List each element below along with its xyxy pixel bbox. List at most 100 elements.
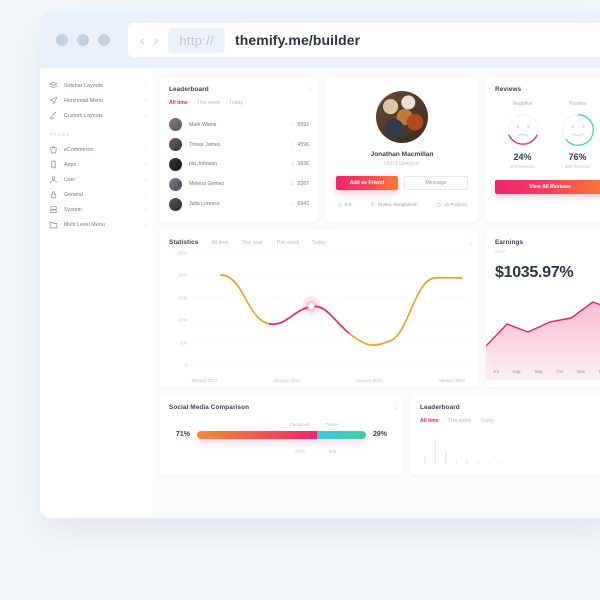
chevron-right-icon: ›	[144, 206, 146, 213]
sidebar-item-custom-layouts[interactable]: Custom Layouts ›	[40, 108, 153, 123]
message-button[interactable]: Message	[404, 176, 468, 190]
y-tick: 2000	[177, 272, 187, 278]
sidebar-item-label: General	[64, 191, 84, 198]
earnings-year: 2017	[495, 248, 506, 254]
tab-today[interactable]: Today	[480, 417, 494, 424]
folder-icon	[49, 220, 58, 229]
statistics-plot	[189, 252, 469, 369]
x-tick: Aug	[512, 368, 521, 374]
statistics-card: Statistics All time This year This week …	[160, 229, 478, 387]
statistics-menu-icon[interactable]	[469, 237, 471, 246]
earnings-month-labels: Jul Aug Sep Oct Nov Dec	[486, 369, 600, 374]
arrow-down-icon: ↓	[290, 181, 294, 188]
tab-all-time[interactable]: All time	[169, 100, 188, 106]
reviews-title: Reviews	[495, 86, 522, 93]
social-menu-icon[interactable]	[394, 402, 396, 411]
sidebar-item-label: System	[64, 206, 82, 213]
back-arrow-icon[interactable]: ‹	[140, 32, 145, 48]
sidebar-item-system[interactable]: System ›	[40, 202, 153, 217]
content-row-3: Social Media Comparison 71% Facebook Twi…	[160, 394, 600, 475]
sidebar-item-horizontal-menu[interactable]: Horizontal Menu ›	[40, 93, 153, 108]
view-all-reviews-button[interactable]: View All Reviews	[495, 180, 600, 194]
y-tick: 1500	[177, 295, 187, 301]
social-right-percent: 29%	[372, 431, 387, 439]
social-left-percent: 71%	[176, 431, 191, 439]
leaderboard-name: piq Johnson	[189, 161, 217, 168]
user-icon	[49, 175, 58, 184]
nav-arrows: ‹ ›	[140, 33, 158, 47]
earnings-title: Earnings	[495, 238, 524, 246]
tab-this-week[interactable]: This week	[447, 417, 472, 424]
happy-face-icon	[560, 112, 596, 148]
leaderboard-value-group: ↓ 1536	[291, 161, 309, 167]
leaderboard-tabs: All time This week Today	[169, 100, 309, 106]
sidebar-item-user[interactable]: User ›	[40, 172, 153, 187]
avatar	[376, 91, 428, 143]
chevron-right-icon: ›	[144, 97, 146, 104]
profile-card: Jonathan Macmillan UI/UX Designer Add as…	[326, 77, 478, 222]
list-item[interactable]: Trovar James ↑ 4596	[169, 135, 309, 155]
bar	[445, 451, 447, 464]
list-item[interactable]: Julia Lorence ↑ 6942	[169, 194, 309, 214]
leaderboard-value: 6592	[297, 121, 309, 128]
leaderboard-bottom-title: Leaderboard	[420, 403, 460, 411]
leaderboard-name: Julia Lorence	[189, 201, 220, 208]
tab-this-week[interactable]: This week	[196, 100, 221, 106]
avatar	[169, 177, 182, 191]
sidebar-item-multi-level-menu[interactable]: Multi Level Menu ›	[40, 217, 153, 232]
list-item[interactable]: Melena Gomez ↓ 2267	[169, 174, 309, 194]
social-bar-track: Facebook Twitter 2679 598	[197, 422, 366, 454]
tab-today[interactable]: Today	[229, 100, 243, 106]
avatar	[169, 118, 182, 132]
sidebar-item-ecommerce[interactable]: eCommerce ›	[40, 142, 153, 157]
sidebar-item-label: Multi Level Menu	[64, 221, 105, 228]
avatar	[169, 157, 182, 171]
maximize-window-dot[interactable]	[98, 34, 110, 46]
list-item[interactable]: piq Johnson ↓ 1536	[169, 155, 309, 175]
sidebar-item-label: User	[64, 176, 76, 183]
profile-projects: 15 Projects	[436, 202, 467, 207]
address-bar[interactable]: ‹ › http:// themify.me/builder	[128, 23, 600, 57]
arrow-up-icon: ↑	[290, 121, 294, 128]
leaderboard-menu-icon[interactable]	[309, 85, 311, 93]
x-tick: Nov	[577, 368, 586, 374]
add-friend-button[interactable]: Add as Friend	[336, 176, 398, 190]
y-tick: 2500	[177, 250, 187, 256]
tab-today[interactable]: Today	[312, 239, 326, 246]
browser-toolbar: ‹ › http:// themify.me/builder	[40, 12, 600, 68]
tab-this-year[interactable]: This year	[241, 239, 263, 246]
list-item[interactable]: Mark Wiens ↑ 6592	[169, 115, 309, 135]
close-window-dot[interactable]	[56, 34, 68, 46]
leaderboard-value-group: ↑ 6592	[291, 122, 309, 128]
leaderboard-value: 4596	[297, 141, 309, 148]
x-tick: January 2014	[438, 377, 465, 383]
arrow-up-icon: ↑	[290, 141, 294, 148]
forward-arrow-icon[interactable]: ›	[153, 32, 159, 48]
protocol-pill: http://	[168, 27, 225, 53]
sidebar-item-sidebar-layouts[interactable]: Sidebar Layouts ›	[40, 78, 153, 93]
x-tick: Oct	[556, 368, 564, 374]
profile-location: Dhaka, Bangladesh	[370, 202, 418, 207]
sidebar-item-apps[interactable]: Apps ›	[40, 157, 153, 172]
social-bar-area: 71% Facebook Twitter 2679	[169, 422, 394, 454]
legend-facebook: Facebook	[289, 421, 310, 427]
minimize-window-dot[interactable]	[77, 34, 89, 46]
app-body: Sidebar Layouts › Horizontal Menu › Cust…	[40, 68, 600, 518]
statistics-tabs: All time This year This week Today	[211, 240, 326, 246]
profile-stats: 5.0 Dhaka, Bangladesh 15 P	[336, 202, 468, 207]
tab-all-time[interactable]: All time	[420, 417, 439, 424]
reviews-positive-label: Positive	[568, 101, 587, 107]
arrow-up-icon: ↑	[290, 201, 294, 208]
social-bar-fill	[197, 430, 366, 439]
leaderboard-bottom-tabs: All time This week Today	[420, 418, 600, 424]
sidebar-section-label: PAGES	[50, 132, 71, 137]
url-text[interactable]: themify.me/builder	[234, 32, 361, 48]
count-facebook: 2679	[295, 448, 305, 454]
tab-all-time[interactable]: All time	[211, 239, 229, 246]
sidebar-item-general[interactable]: General ›	[40, 187, 153, 202]
sidebar-item-label: Apps	[64, 161, 77, 168]
tab-this-week[interactable]: This week	[275, 239, 300, 246]
star-icon	[337, 202, 342, 207]
profile-stat-label: 15 Projects	[444, 202, 467, 207]
reviews-negative-column: Negative 24%	[495, 101, 550, 169]
